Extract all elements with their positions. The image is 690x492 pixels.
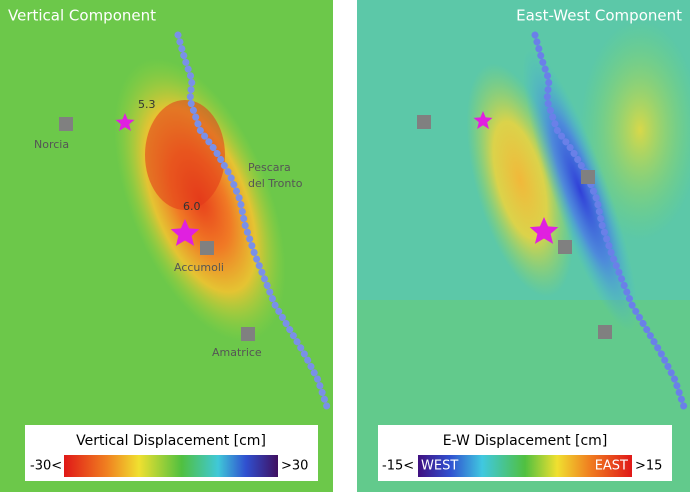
town-label: Accumoli	[174, 261, 224, 274]
legend-title: Vertical Displacement [cm]	[76, 433, 266, 449]
town-label: Pescara	[248, 161, 291, 174]
color-bar	[418, 455, 632, 477]
max-area	[145, 100, 225, 210]
legend-min: -30<	[30, 459, 62, 474]
town-marker	[59, 117, 73, 131]
legend-west: WEST	[421, 459, 458, 474]
town-marker	[200, 241, 214, 255]
epicenter-star	[529, 217, 559, 244]
town-marker	[241, 327, 255, 341]
panel-title: Vertical Component	[8, 7, 156, 25]
epicenter-star	[473, 111, 493, 129]
town-marker	[417, 115, 431, 129]
town-label: Amatrice	[212, 346, 262, 359]
vertical-panel: Vertical Component 5.3 6.0 Norcia Pescar…	[0, 0, 333, 492]
fault-trace	[531, 31, 689, 414]
east-west-panel: East-West Component E-W Displacement [cm…	[357, 0, 690, 492]
epicenter-star	[115, 113, 135, 131]
legend-east: EAST	[595, 459, 628, 474]
epicenter-star	[170, 219, 200, 246]
magnitude-label: 6.0	[183, 200, 201, 213]
legend-title: E-W Displacement [cm]	[443, 433, 608, 449]
town-label: del Tronto	[248, 177, 303, 190]
panel-title: East-West Component	[516, 7, 682, 25]
magnitude-label: 5.3	[138, 98, 156, 111]
town-label: Norcia	[34, 138, 69, 151]
legend-min: -15<	[382, 459, 414, 474]
town-marker	[598, 325, 612, 339]
town-marker	[581, 170, 595, 184]
town-marker	[558, 240, 572, 254]
fault-trace	[174, 31, 332, 414]
legend-max: >15	[635, 459, 662, 474]
legend-max: >30	[281, 459, 308, 474]
color-bar	[64, 455, 278, 477]
